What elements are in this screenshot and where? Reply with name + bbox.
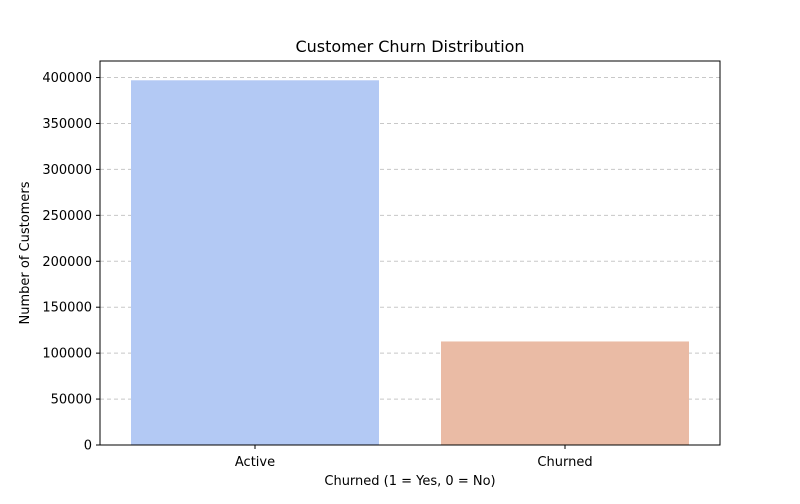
bars [131,80,689,445]
y-tick-label: 100000 [42,347,92,362]
y-tick-label: 300000 [42,163,92,178]
axes [99,60,721,446]
y-tick-label: 400000 [42,71,92,86]
y-axis-label: Number of Customers [18,181,33,324]
y-tick-label: 200000 [42,255,92,270]
bar-active [131,80,379,445]
plot-frame [99,60,721,446]
bar-churned [441,341,689,445]
y-tick-label: 50000 [51,393,92,408]
x-tick-label: Churned [537,455,592,470]
y-tick-label: 350000 [42,117,92,132]
x-axis-label: Churned (1 = Yes, 0 = No) [324,474,495,489]
x-axis-ticks: Active Churned [235,445,593,470]
y-tick-label: 0 [84,439,92,454]
y-tick-label: 250000 [42,209,92,224]
y-tick-label: 150000 [42,301,92,316]
x-tick-label: Active [235,455,275,470]
y-axis-ticks: 0 50000 100000 150000 200000 250000 300000 3500… [42,71,100,454]
chart-title: Customer Churn Distribution [295,37,524,56]
